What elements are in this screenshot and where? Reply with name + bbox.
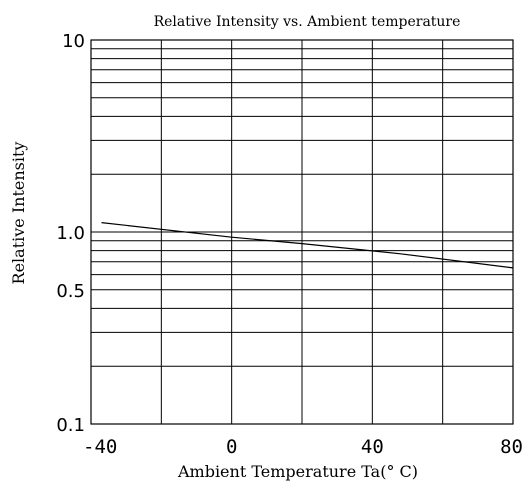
y-tick-label: 0.5	[56, 281, 85, 302]
plot-frame	[90, 39, 514, 425]
y-tick-labels: 10 1.0 0.5 0.1	[56, 31, 85, 436]
y-axis-label: Relative Intensity	[9, 142, 28, 285]
x-tick-label: 40	[361, 436, 384, 458]
series-layer	[101, 222, 514, 269]
y-tick-label: 1.0	[56, 223, 85, 244]
y-tick-label: 0.1	[56, 415, 85, 436]
y-tick-label: 10	[62, 31, 85, 52]
x-tick-label: -40	[83, 436, 117, 458]
series-line	[101, 222, 514, 269]
x-tick-label: 80	[500, 436, 523, 458]
x-tick-labels: -40 0 40 80	[83, 436, 523, 458]
x-tick-label: 0	[226, 436, 237, 458]
grid	[91, 40, 513, 424]
chart-title: Relative Intensity vs. Ambient temperatu…	[154, 14, 461, 30]
x-axis-label: Ambient Temperature Ta(° C)	[177, 462, 418, 481]
